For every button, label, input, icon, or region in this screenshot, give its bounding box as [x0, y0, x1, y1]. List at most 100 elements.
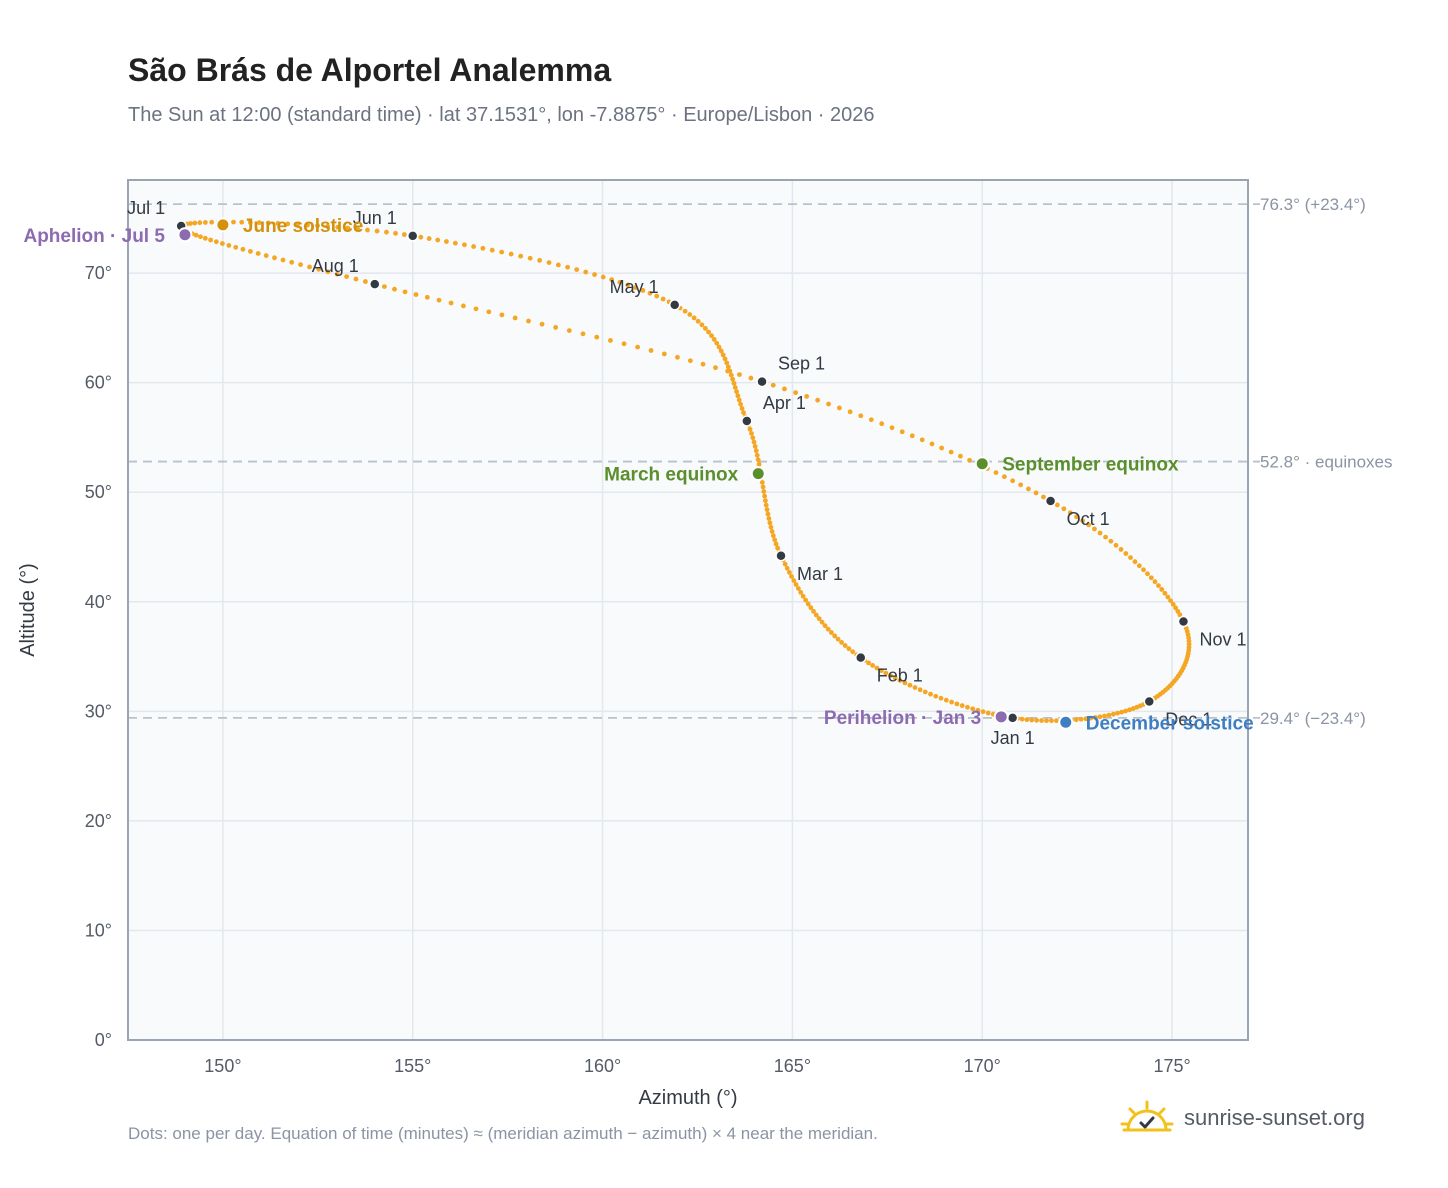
- daily-dot: [208, 237, 213, 243]
- daily-dot: [1110, 711, 1116, 717]
- daily-dot: [760, 484, 766, 490]
- daily-dot: [239, 219, 245, 225]
- daily-dot: [546, 260, 552, 266]
- month-label: May 1: [610, 277, 659, 297]
- daily-dot: [1061, 506, 1067, 512]
- chart-subtitle: The Sun at 12:00 (standard time) · lat 3…: [128, 104, 875, 126]
- daily-dot: [1136, 563, 1142, 569]
- daily-dot: [574, 267, 580, 272]
- daily-dot: [929, 441, 935, 447]
- daily-dot: [736, 397, 742, 403]
- daily-dot: [716, 344, 722, 350]
- daily-dot: [967, 457, 972, 463]
- daily-dot: [401, 232, 407, 237]
- daily-dot: [1106, 712, 1112, 718]
- daily-dot: [752, 444, 758, 449]
- daily-dot: [883, 670, 889, 676]
- daily-dot: [566, 328, 572, 334]
- month-label: Jul 1: [127, 198, 165, 218]
- daily-dot: [725, 364, 731, 370]
- daily-dot: [775, 545, 781, 551]
- daily-dot: [355, 226, 361, 232]
- daily-dot: [773, 541, 779, 547]
- daily-dot: [702, 325, 708, 331]
- daily-dot: [635, 344, 640, 350]
- daily-dot: [753, 448, 759, 454]
- month-label: Sep 1: [778, 354, 825, 374]
- daily-dot: [1118, 547, 1124, 552]
- daily-dot: [1078, 716, 1084, 722]
- event-label: March equinox: [604, 465, 739, 486]
- daily-dot: [402, 289, 408, 295]
- daily-dot: [770, 533, 776, 539]
- daily-dot: [751, 439, 757, 445]
- event-label: June solstice: [243, 216, 363, 237]
- daily-dot: [709, 333, 714, 339]
- daily-dot: [949, 699, 955, 705]
- daily-dot: [1102, 713, 1107, 719]
- daily-dot: [892, 675, 898, 681]
- daily-dot: [731, 380, 737, 386]
- daily-dot: [240, 246, 246, 252]
- daily-dot: [480, 245, 486, 251]
- daily-dot: [473, 306, 479, 312]
- daily-dot: [499, 249, 505, 255]
- month-label: Oct 1: [1067, 509, 1110, 529]
- month-marker: [406, 230, 419, 242]
- month-label: Feb 1: [877, 666, 923, 686]
- daily-dot: [289, 259, 295, 265]
- daily-dot: [761, 489, 767, 494]
- event-marker: [1058, 714, 1074, 730]
- daily-dot: [555, 262, 561, 268]
- daily-dot: [1033, 490, 1039, 496]
- x-tick-label: 170°: [964, 1056, 1001, 1076]
- daily-dot: [789, 574, 794, 579]
- daily-dot: [828, 630, 834, 635]
- daily-dot: [393, 230, 398, 236]
- daily-dot: [888, 673, 893, 678]
- daily-dot: [734, 389, 739, 395]
- daily-dot: [897, 678, 903, 683]
- daily-dot: [938, 695, 944, 701]
- y-tick-label: 60°: [85, 373, 112, 393]
- daily-dot: [1024, 717, 1030, 723]
- daily-dot: [413, 292, 419, 297]
- daily-dot: [1049, 718, 1054, 724]
- daily-dot: [247, 220, 253, 225]
- daily-dot: [928, 691, 933, 697]
- daily-dot: [621, 341, 627, 347]
- daily-dot: [1168, 598, 1174, 604]
- daily-dot: [384, 229, 389, 235]
- daily-dot: [1128, 555, 1133, 561]
- daily-dot: [732, 385, 738, 390]
- brand[interactable]: sunrise-sunset.org: [1120, 1100, 1365, 1136]
- daily-dot: [766, 516, 772, 521]
- daily-dot: [202, 235, 208, 241]
- daily-dot: [730, 376, 736, 382]
- daily-dot: [647, 290, 653, 296]
- daily-dot: [272, 255, 277, 261]
- month-marker: [1143, 695, 1156, 708]
- daily-dot: [248, 248, 253, 254]
- daily-dot: [625, 282, 631, 288]
- daily-dot: [782, 386, 787, 392]
- daily-dot: [808, 605, 814, 611]
- daily-dot: [902, 680, 908, 686]
- month-label: Mar 1: [797, 564, 843, 584]
- event-marker: [993, 709, 1009, 725]
- x-axis-label: Azimuth (°): [638, 1087, 737, 1109]
- daily-dot: [687, 358, 693, 364]
- x-tick-label: 150°: [204, 1056, 241, 1076]
- daily-dot: [1054, 502, 1060, 508]
- daily-dot: [305, 222, 310, 228]
- daily-dot: [954, 701, 960, 707]
- daily-dot: [786, 570, 792, 575]
- daily-dot: [959, 703, 965, 709]
- daily-dot: [741, 410, 746, 416]
- daily-dot: [691, 315, 697, 321]
- month-marker: [1044, 495, 1057, 507]
- daily-dot: [266, 220, 271, 226]
- daily-dot: [334, 271, 340, 277]
- daily-dot: [345, 225, 351, 231]
- daily-dot: [1156, 583, 1161, 588]
